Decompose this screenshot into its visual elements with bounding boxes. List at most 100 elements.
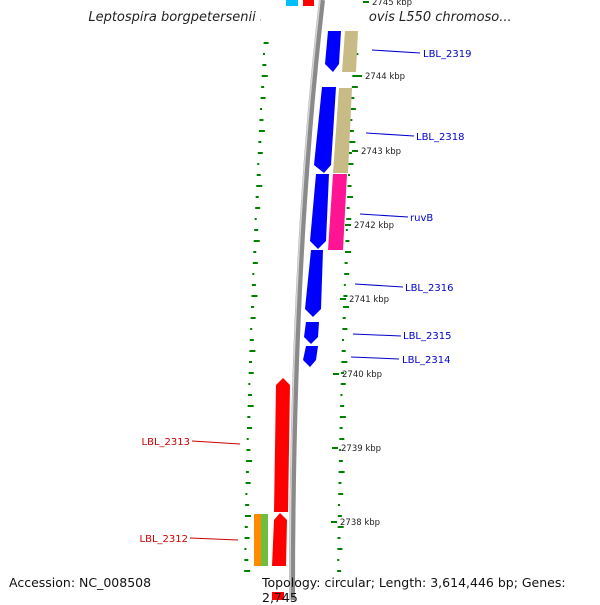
- cog-block-lbl-2318: [333, 88, 352, 173]
- accession-text: Accession: NC_008508: [9, 575, 152, 590]
- gc-mark: [250, 317, 256, 319]
- gc-mark: [244, 537, 250, 539]
- label-leaders: [189, 49, 421, 541]
- gc-track-outer: [244, 42, 269, 572]
- leader-lbl-2313: [191, 440, 241, 445]
- label-lbl-2315[interactable]: LBL_2315: [403, 331, 451, 342]
- label-lbl-2312[interactable]: LBL_2312: [140, 534, 188, 545]
- gc-mark: [254, 218, 257, 220]
- forward-strand-genes: [254, 378, 290, 600]
- gc-mark: [263, 42, 269, 44]
- ruler-label: 2742 kbp: [354, 221, 394, 231]
- gene-arrow-lbl-2316[interactable]: [305, 250, 323, 317]
- gc-mark: [351, 86, 358, 88]
- gc-mark: [341, 372, 345, 374]
- cog-block-orange: [254, 514, 261, 566]
- gc-mark: [349, 141, 356, 143]
- gc-mark: [351, 97, 355, 99]
- gene-arrow-lbl-2315[interactable]: [304, 322, 319, 344]
- gc-mark: [249, 339, 254, 341]
- label-lbl-2316[interactable]: LBL_2316: [405, 283, 453, 294]
- gc-mark: [341, 361, 348, 363]
- gc-mark: [338, 460, 343, 462]
- label-ruvb[interactable]: ruvB: [410, 213, 433, 224]
- gc-mark: [256, 174, 261, 176]
- gc-mark: [248, 383, 251, 385]
- gc-mark: [255, 207, 261, 209]
- gc-mark: [261, 75, 268, 77]
- gc-mark: [244, 559, 249, 561]
- gc-mark: [339, 449, 342, 451]
- gc-mark: [247, 405, 254, 407]
- ruler-label: 2738 kbp: [340, 518, 380, 528]
- gene-labels: LBL_2319 LBL_2318 ruvB LBL_2316 LBL_2315…: [140, 49, 472, 545]
- gene-arrow-ruvb[interactable]: [310, 174, 329, 249]
- gc-mark: [349, 130, 354, 132]
- gc-mark: [348, 152, 352, 154]
- gc-mark: [248, 372, 254, 374]
- backbone-arc: [289, 0, 325, 600]
- gc-mark: [346, 218, 352, 220]
- backbone-highlight: [289, 0, 321, 600]
- leader-ruvb: [359, 213, 409, 218]
- ruler-label: 2744 kbp: [365, 72, 405, 82]
- gc-mark: [338, 471, 345, 473]
- gc-mark: [337, 570, 342, 572]
- ruler-label: 2741 kbp: [349, 295, 389, 305]
- gc-mark: [246, 438, 249, 440]
- gc-mark: [251, 284, 256, 286]
- gc-mark: [338, 504, 341, 506]
- gc-mark: [262, 64, 267, 66]
- gc-mark: [250, 328, 253, 330]
- gc-mark: [253, 251, 257, 253]
- label-lbl-2318[interactable]: LBL_2318: [416, 132, 464, 143]
- gc-mark: [252, 273, 255, 275]
- label-lbl-2314[interactable]: LBL_2314: [402, 355, 450, 366]
- ruler: 2745 kbp 2744 kbp 2743 kbp 2742 kbp 2741 kbp…: [331, 0, 412, 528]
- gc-mark: [244, 548, 247, 550]
- gc-mark: [345, 229, 348, 231]
- gc-mark: [339, 427, 343, 429]
- leader-lbl-2318: [365, 132, 415, 137]
- gc-mark: [247, 416, 251, 418]
- gc-mark: [340, 405, 345, 407]
- gc-mark: [258, 141, 262, 143]
- gc-mark: [246, 460, 253, 462]
- gene-arrow-lbl-2313[interactable]: [274, 378, 290, 512]
- gc-mark: [337, 515, 342, 517]
- gc-mark: [341, 350, 346, 352]
- gc-mark: [246, 449, 251, 451]
- gc-mark: [337, 537, 341, 539]
- gc-mark: [347, 174, 350, 176]
- gc-mark: [342, 328, 348, 330]
- gc-mark: [252, 262, 258, 264]
- gene-arrow-lbl-2312[interactable]: [272, 513, 287, 566]
- gc-mark: [337, 526, 344, 528]
- gc-mark: [258, 130, 265, 132]
- gene-arrow-lbl-2314[interactable]: [303, 346, 318, 367]
- gc-mark: [340, 383, 346, 385]
- gc-mark: [259, 119, 264, 121]
- gc-mark: [247, 394, 252, 396]
- partial-gene-red-bottom: [272, 592, 284, 600]
- gene-arrow-lbl-2319[interactable]: [325, 31, 341, 72]
- gc-mark: [343, 284, 346, 286]
- gc-mark: [344, 273, 350, 275]
- topology-text: Topology: circular; Length: 3,614,446 bp…: [262, 575, 566, 605]
- gc-mark: [343, 295, 348, 297]
- gc-mark: [254, 229, 259, 231]
- ruler-label: 2739 kbp: [341, 444, 381, 454]
- gc-mark: [247, 427, 253, 429]
- label-lbl-2313[interactable]: LBL_2313: [142, 437, 190, 448]
- gc-mark: [244, 515, 251, 517]
- gc-mark: [261, 86, 265, 88]
- gc-mark: [251, 295, 258, 297]
- gc-mark: [345, 240, 350, 242]
- gc-mark: [338, 482, 342, 484]
- label-lbl-2319[interactable]: LBL_2319: [423, 49, 471, 60]
- gc-mark: [348, 163, 354, 165]
- leader-lbl-2312: [189, 537, 239, 541]
- gene-arrow-lbl-2318[interactable]: [314, 87, 336, 173]
- gc-mark: [253, 240, 260, 242]
